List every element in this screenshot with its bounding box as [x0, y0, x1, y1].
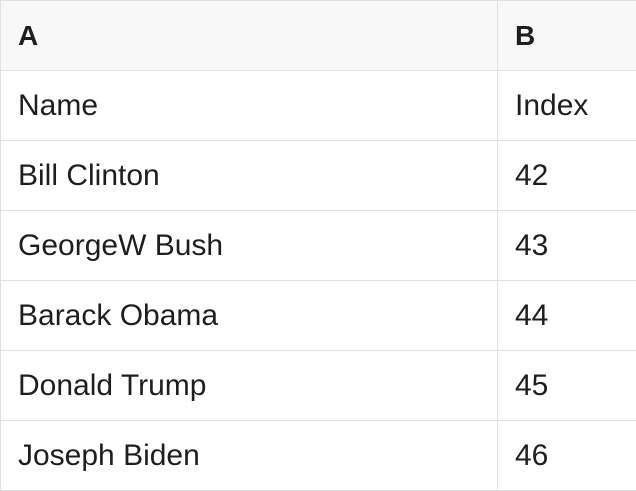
- cell-b[interactable]: 42: [515, 158, 549, 192]
- table-row: Name Index: [1, 71, 636, 141]
- cell-b[interactable]: 46: [515, 438, 549, 472]
- cell-a[interactable]: Donald Trump: [1, 351, 498, 420]
- cell-a[interactable]: Barack Obama: [1, 281, 498, 350]
- cell-b[interactable]: 45: [515, 368, 549, 402]
- column-header-row: A B: [1, 1, 636, 71]
- cell-a[interactable]: GeorgeW Bush: [1, 211, 498, 280]
- cell-a[interactable]: Joseph Biden: [1, 421, 498, 490]
- table-row: Bill Clinton 42: [1, 141, 636, 211]
- column-header-b[interactable]: B: [515, 19, 536, 51]
- column-header-a[interactable]: A: [1, 1, 498, 70]
- cell-a[interactable]: Bill Clinton: [1, 141, 498, 210]
- cell-b[interactable]: Index: [515, 88, 589, 122]
- cell-b[interactable]: 43: [515, 228, 549, 262]
- table-row: Donald Trump 45: [1, 351, 636, 421]
- table-row: GeorgeW Bush 43: [1, 211, 636, 281]
- table-row: Barack Obama 44: [1, 281, 636, 351]
- table-row: Joseph Biden 46: [1, 421, 636, 491]
- cell-a[interactable]: Name: [1, 71, 498, 140]
- table-body: Name Index Bill Clinton 42 GeorgeW Bush 43 Bar…: [1, 71, 636, 491]
- cell-b[interactable]: 44: [515, 298, 549, 332]
